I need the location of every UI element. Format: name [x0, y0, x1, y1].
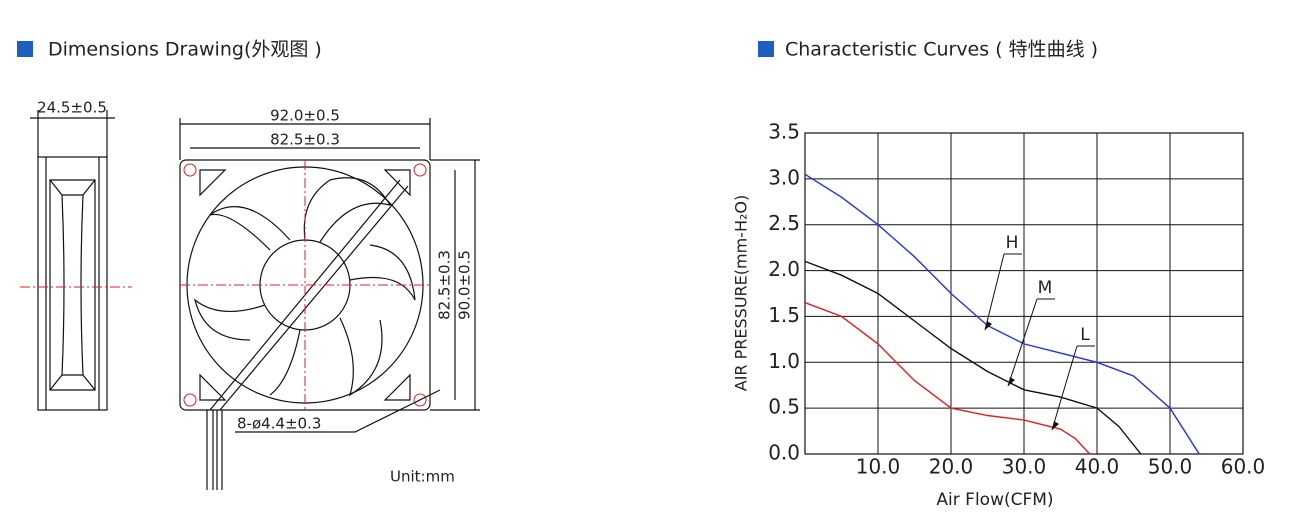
label-leader [984, 253, 1022, 331]
label-leader [1007, 298, 1055, 387]
x-tick-label: 10.0 [856, 455, 901, 479]
drawing: 24.5±0.5 92.0±0.5 82.5±0.3 82.5±0.3 90.0… [20, 99, 480, 490]
series-label: H [1006, 233, 1019, 253]
label-arrow [1052, 421, 1059, 430]
x-tick-label: 60.0 [1221, 455, 1266, 479]
heading-icon [17, 41, 33, 57]
label-leader [1051, 345, 1095, 431]
series-label: M [1038, 278, 1053, 298]
dimension-label: 8-ø4.4±0.3 [237, 415, 321, 433]
y-tick-label: 1.0 [768, 349, 800, 373]
chart-title: Characteristic Curves ( 特性曲线 ) [785, 39, 1098, 61]
x-axis-title: Air Flow(CFM) [936, 490, 1053, 510]
label-arrow [985, 321, 992, 330]
series-line [804, 302, 1091, 455]
x-tick-label: 30.0 [1002, 455, 1047, 479]
heading-icon [758, 41, 774, 57]
dimension-label: 82.5±0.3 [436, 250, 454, 320]
y-tick-label: 2.0 [768, 257, 800, 281]
x-tick-label: 50.0 [1148, 455, 1193, 479]
dimension-label: 82.5±0.3 [270, 131, 340, 149]
y-tick-label: 2.5 [768, 211, 800, 235]
heading: Dimensions Drawing(外观图 ) [48, 39, 322, 61]
dimension-label: 92.0±0.5 [270, 107, 340, 125]
y-axis-title: AIR PRESSURE(mm-H₂O) [732, 195, 751, 391]
y-tick-label: 0.5 [768, 395, 800, 419]
label-arrow [1008, 377, 1015, 386]
series-line [804, 173, 1200, 455]
x-tick-label: 40.0 [1075, 455, 1120, 479]
x-tick-label: 20.0 [929, 455, 974, 479]
y-tick-label: 3.0 [768, 165, 800, 189]
y-tick-label: 3.5 [768, 120, 800, 144]
y-tick-label: 1.5 [768, 303, 800, 327]
series-line [804, 260, 1142, 455]
dimension-label: 90.0±0.5 [456, 250, 474, 320]
series-label: L [1080, 325, 1090, 345]
y-tick-label: 0.0 [768, 441, 800, 465]
dimension-label: 24.5±0.5 [37, 99, 107, 117]
unit-label: Unit:mm [390, 468, 455, 486]
